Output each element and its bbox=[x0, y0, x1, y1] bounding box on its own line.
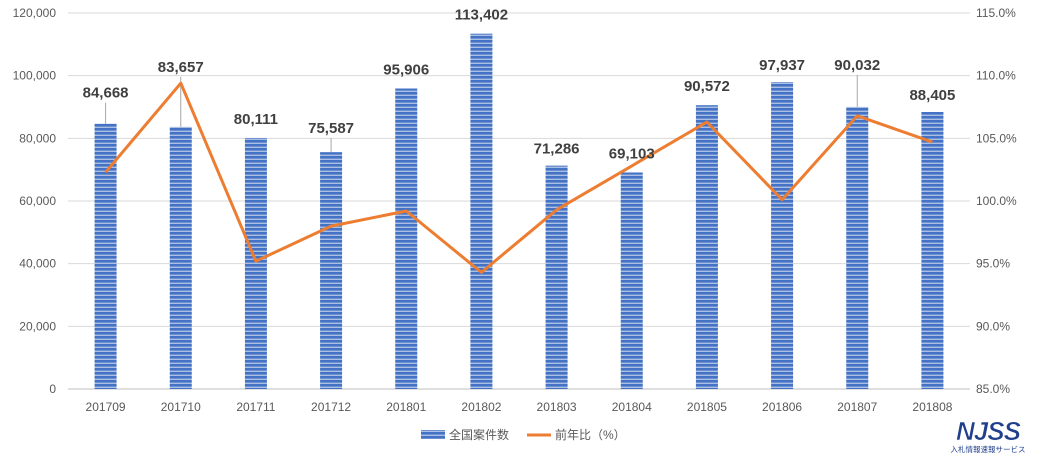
x-tick-label: 201802 bbox=[461, 400, 501, 414]
x-tick-label: 201801 bbox=[386, 400, 426, 414]
bar bbox=[846, 106, 869, 390]
y-right-tick-label: 110.0% bbox=[976, 69, 1016, 83]
data-label: 80,111 bbox=[234, 111, 278, 128]
x-tick-label: 201804 bbox=[612, 400, 652, 414]
y-right-tick-label: 90.0% bbox=[976, 319, 1010, 333]
x-tick-label: 201807 bbox=[837, 400, 877, 414]
njss-logo: NJSS 入札情報速報サービス bbox=[951, 416, 1026, 454]
y-right-tick-label: 105.0% bbox=[976, 131, 1017, 145]
x-tick-label: 201709 bbox=[86, 400, 126, 414]
x-tick-label: 201803 bbox=[537, 400, 577, 414]
data-labels: 84,668 83,657 80,111 75,587 95,906 113,402 71,… bbox=[83, 7, 956, 163]
axis-tick-labels: 0 20,000 40,000 60,000 80,000 100,000 120,000 8… bbox=[13, 6, 1017, 414]
y-left-tick-label: 40,000 bbox=[19, 257, 56, 271]
y-left-tick-label: 60,000 bbox=[19, 194, 56, 208]
bar bbox=[395, 88, 418, 389]
bar bbox=[169, 126, 192, 390]
data-label: 97,937 bbox=[759, 57, 805, 74]
bar bbox=[545, 165, 568, 389]
legend: 全国案件数 前年比（%） bbox=[421, 427, 626, 442]
logo-subtitle: 入札情報速報サービス bbox=[951, 444, 1026, 454]
y-right-tick-label: 95.0% bbox=[976, 257, 1010, 271]
y-left-tick-label: 120,000 bbox=[13, 6, 57, 20]
y-left-tick-label: 100,000 bbox=[13, 69, 57, 83]
y-right-tick-label: 100.0% bbox=[976, 194, 1017, 208]
x-tick-label: 201710 bbox=[161, 400, 201, 414]
logo-mark: NJSS bbox=[956, 416, 1022, 446]
legend-label-bar: 全国案件数 bbox=[449, 427, 509, 442]
x-tick-label: 201711 bbox=[236, 400, 275, 414]
x-tick-label: 201808 bbox=[912, 400, 952, 414]
bar-series bbox=[94, 33, 944, 390]
x-tick-label: 201806 bbox=[762, 400, 802, 414]
gridlines bbox=[68, 12, 970, 390]
data-label: 90,572 bbox=[684, 78, 730, 95]
bar bbox=[921, 111, 944, 389]
legend-label-line: 前年比（%） bbox=[555, 427, 626, 442]
line-series-path bbox=[104, 81, 933, 274]
line-series bbox=[104, 81, 933, 274]
data-label: 90,032 bbox=[834, 57, 880, 74]
data-label: 83,657 bbox=[158, 59, 204, 76]
data-label: 75,587 bbox=[308, 120, 354, 137]
bar bbox=[695, 105, 718, 389]
bar bbox=[320, 152, 343, 389]
bar bbox=[244, 137, 267, 389]
y-right-tick-label: 115.0% bbox=[976, 6, 1016, 20]
data-label: 84,668 bbox=[83, 85, 129, 102]
bar bbox=[470, 33, 493, 389]
y-left-tick-label: 80,000 bbox=[19, 131, 56, 145]
data-label: 88,405 bbox=[909, 87, 955, 104]
bar bbox=[620, 172, 643, 389]
data-label: 95,906 bbox=[383, 61, 429, 78]
data-label: 69,103 bbox=[609, 145, 655, 162]
data-label: 113,402 bbox=[455, 7, 508, 24]
y-left-tick-label: 0 bbox=[49, 382, 56, 396]
legend-swatch-bar bbox=[421, 430, 445, 439]
x-tick-label: 201805 bbox=[687, 400, 727, 414]
y-left-tick-label: 20,000 bbox=[19, 319, 56, 333]
data-label: 71,286 bbox=[534, 141, 580, 158]
y-right-tick-label: 85.0% bbox=[976, 382, 1010, 396]
x-tick-label: 201712 bbox=[311, 400, 351, 414]
bar bbox=[771, 82, 794, 389]
bar bbox=[94, 123, 117, 389]
